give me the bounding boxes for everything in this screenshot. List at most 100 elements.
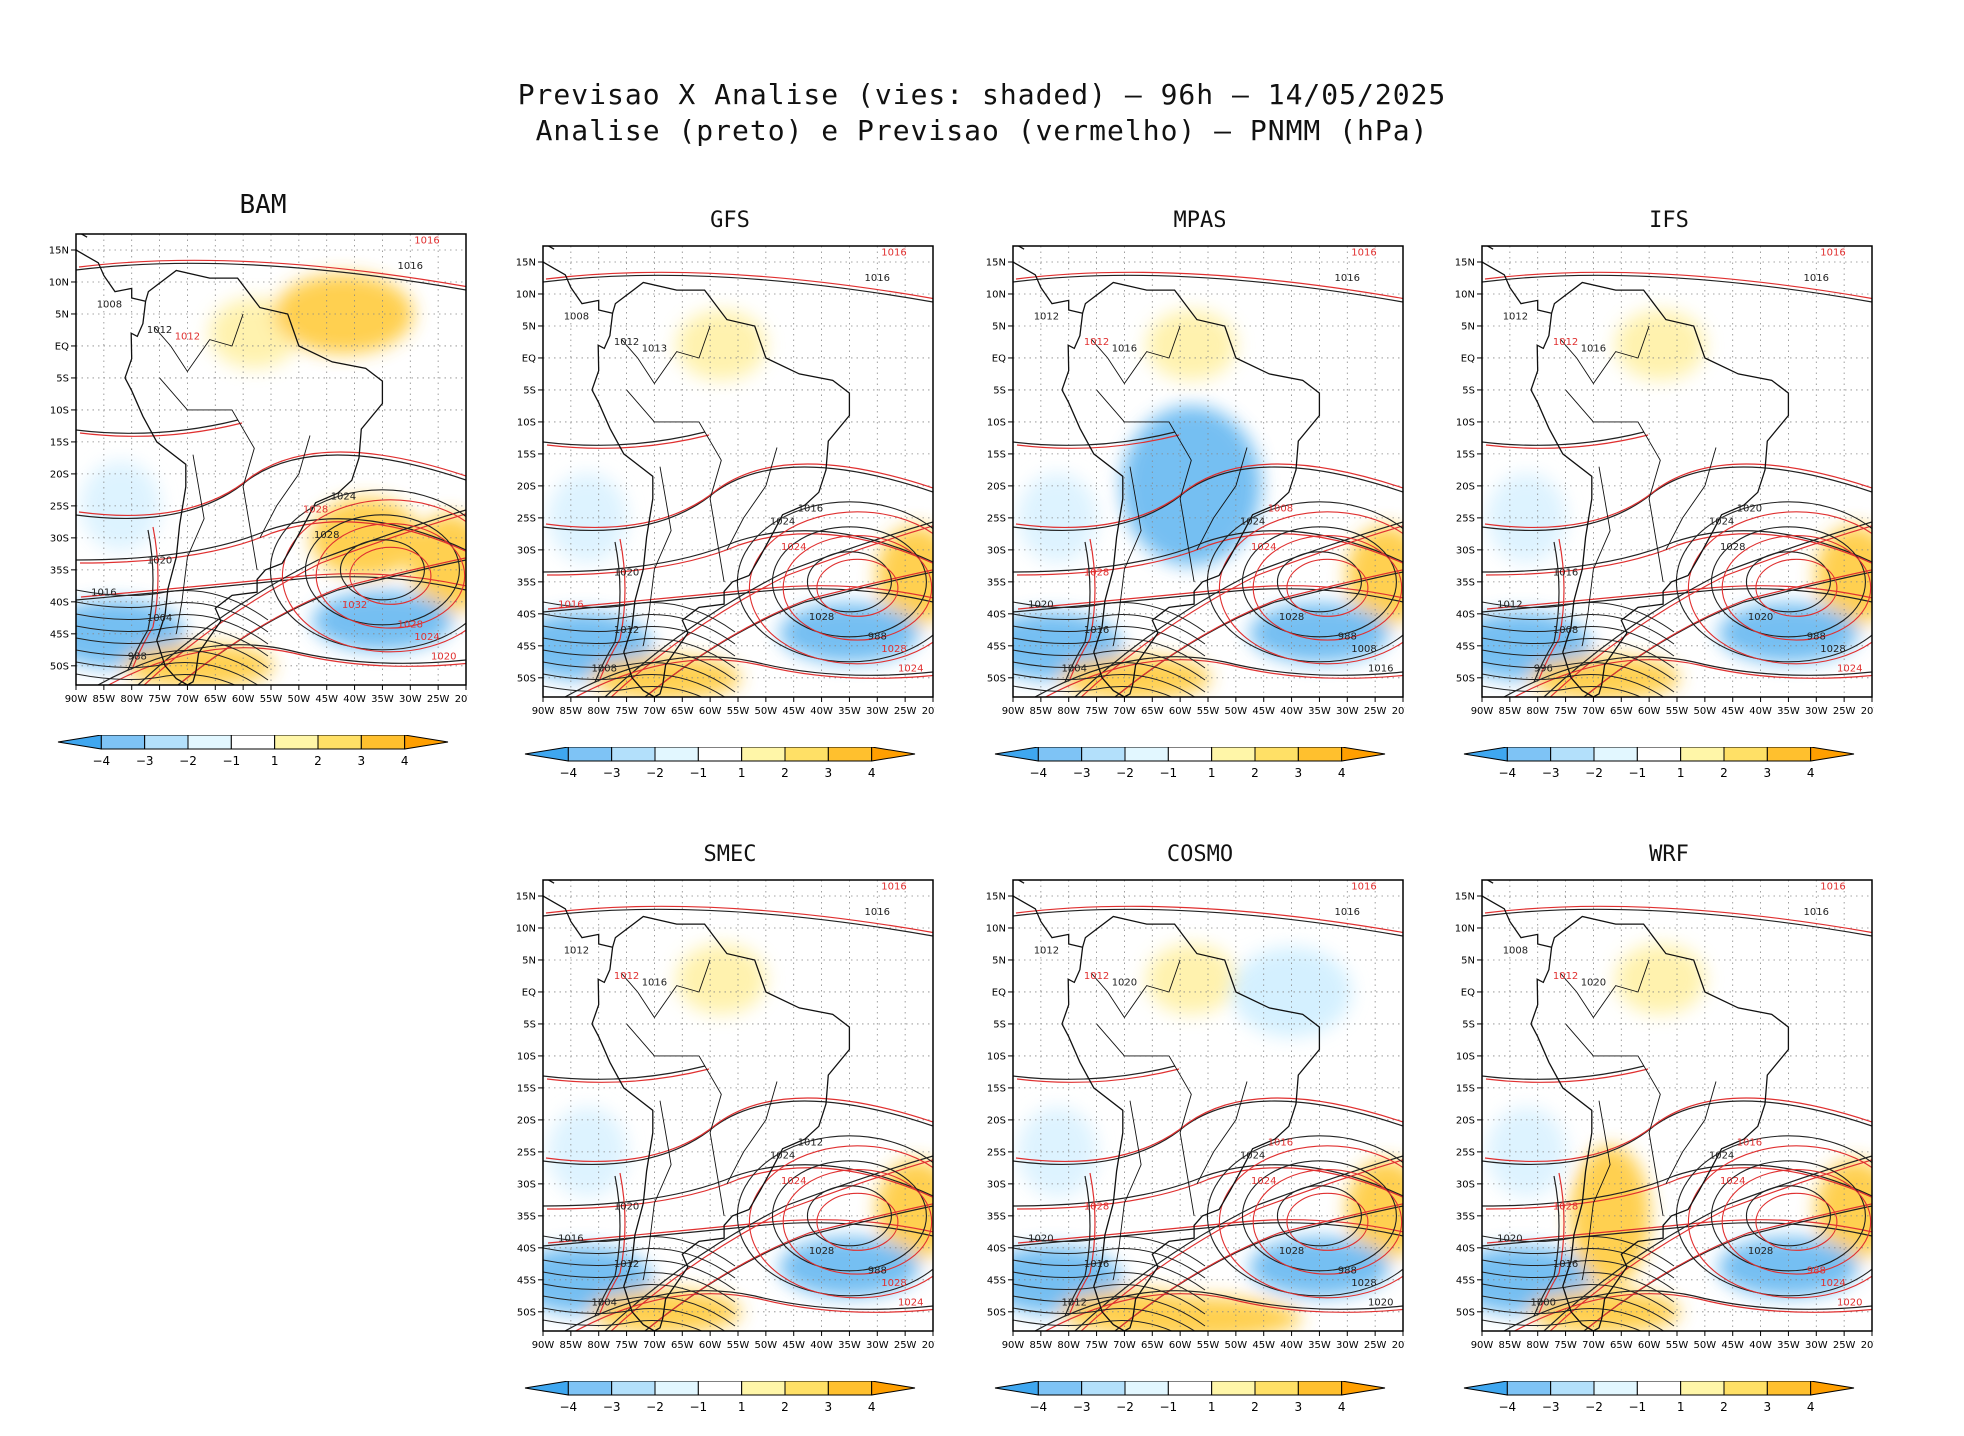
analysis-isobar (604, 1155, 933, 1331)
lat-label: 35S (1456, 577, 1475, 588)
forecast-isobar (1513, 1293, 1872, 1331)
colorbar-swatch (1211, 747, 1256, 762)
state-border (1665, 447, 1717, 551)
forecast-isobar (1486, 1219, 1872, 1244)
colorbar-swatch (741, 747, 786, 762)
colorbar-label: 2 (1720, 1400, 1728, 1414)
analysis-isobar (1503, 656, 1872, 697)
country-border (1090, 325, 1181, 385)
lon-label: 80W (1057, 1340, 1080, 1351)
lon-label: 90W (1471, 706, 1494, 717)
lon-label: 65W (671, 706, 694, 717)
forecast-isobar (1069, 1172, 1096, 1314)
lon-label: 85W (1499, 1340, 1522, 1351)
graticule (1482, 246, 1872, 697)
lat-label: 50S (1456, 1307, 1475, 1318)
colorbar-swatch (1636, 1381, 1682, 1396)
colorbar-label: −3 (136, 754, 154, 768)
colorbar-swatch (1593, 1381, 1638, 1396)
forecast-isobar (610, 1159, 933, 1331)
lat-label: 15S (1456, 449, 1475, 460)
isobar-label: 1012 (614, 625, 639, 636)
panel-smec: SMEC 1016 1016 1012 1012 1016 1012 1024 1024 1028… (495, 836, 965, 1421)
analysis-high-contour (304, 514, 460, 626)
isobar-label: 1028 (809, 612, 834, 623)
forecast-high-contour (1755, 558, 1838, 617)
isobar-label: 1028 (1279, 612, 1304, 623)
isobar-label: 1020 (1112, 978, 1137, 989)
lon-label: 45W (782, 706, 805, 717)
lat-label: 50S (50, 661, 69, 672)
lon-label: 55W (727, 1340, 750, 1351)
lon-label: 75W (148, 694, 171, 705)
analysis-isobar (1482, 673, 1665, 697)
colorbar-swatch (1810, 747, 1855, 762)
forecast-isobar (143, 513, 466, 685)
analysis-isobar (76, 673, 236, 685)
bias-region (1146, 310, 1237, 381)
lon-label: 80W (587, 1340, 610, 1351)
analysis-isobar (543, 431, 706, 446)
isobar-label: 1012 (614, 337, 639, 348)
coastlines (543, 880, 851, 1331)
bias-region (1231, 946, 1352, 1037)
lat-label: 10S (517, 417, 536, 428)
lon-label: 80W (1526, 1340, 1549, 1351)
map-area: 1016101610121012101610081024102410281028… (1013, 246, 1403, 697)
colorbar-swatch (1081, 1381, 1126, 1396)
isobar-label: 1024 (898, 663, 923, 674)
isobar-labels: 1016101610121012101610121024102410281020… (558, 882, 923, 1309)
colorbar-swatch (1037, 747, 1083, 762)
lat-label: 10N (516, 923, 536, 934)
analysis-isobar (543, 1283, 736, 1315)
lon-label: 90W (1471, 1340, 1494, 1351)
colorbar-swatch (1463, 1381, 1508, 1396)
analysis-isobar (1482, 1283, 1675, 1315)
latitude-labels: 15N 10N 5N EQ 5S 10S 15S 20S 25S 30S 35S 40S 45S 50S (49, 245, 76, 672)
colorbar-swatch (654, 747, 699, 762)
lon-label: 25W (894, 706, 917, 717)
south-america-coast (1061, 915, 1321, 1331)
isobar-label: 1000 (1531, 1297, 1556, 1308)
lat-label: 25S (50, 501, 69, 512)
lon-label: 70W (643, 1340, 666, 1351)
analysis-isobar (543, 685, 703, 697)
isobar-label: 1016 (881, 248, 906, 259)
colorbar-swatch (1297, 747, 1343, 762)
coastlines (1482, 246, 1790, 697)
analysis-isobar (1013, 1319, 1173, 1331)
state-border (1196, 447, 1248, 551)
analysis-high-contour (1241, 526, 1397, 638)
lon-label: 85W (1499, 706, 1522, 717)
colorbar-swatch (524, 747, 569, 762)
lon-label: 35W (371, 694, 394, 705)
isobar-label: 1008 (564, 312, 589, 323)
analysis-isobar (1482, 1065, 1645, 1080)
colorbar-swatch (1550, 1381, 1595, 1396)
colorbar-label: 3 (1295, 1400, 1303, 1414)
isobar-label: 1020 (1737, 503, 1762, 514)
lon-label: 90W (65, 694, 88, 705)
lon-label: 35W (838, 706, 861, 717)
forecast-high-contour (816, 1192, 899, 1251)
lon-label: 55W (1666, 1340, 1689, 1351)
lon-label: 65W (1141, 706, 1164, 717)
colorbar-swatch (784, 747, 829, 762)
isobar-label: 988 (1338, 631, 1357, 642)
isobar-label: 1028 (314, 530, 339, 541)
lon-label: 75W (1554, 1340, 1577, 1351)
forecast-isobar (78, 259, 466, 288)
colorbar-label: −1 (222, 754, 240, 768)
bias-map: 1016101610081012101310161024102410281020… (516, 245, 935, 717)
map-area: 1016101610081012101310161024102410281020… (543, 246, 933, 697)
latitude-labels: 15N 10N 5N EQ 5S 10S 15S 20S 25S 30S 35S 40S 45S 50S (986, 891, 1013, 1318)
lon-label: 45W (1252, 1340, 1275, 1351)
forecast-isobar (78, 451, 466, 517)
lon-label: 40W (343, 694, 366, 705)
analysis-isobar (1013, 530, 1403, 573)
colorbar-label: −2 (179, 754, 197, 768)
lat-label: 5N (55, 309, 69, 320)
lon-label: 85W (560, 1340, 583, 1351)
longitude-labels: 90W 85W 80W 75W 70W 65W 60W 55W 50W 45W 40W 35W 30W 2… (1002, 1331, 1405, 1351)
analysis-isobar (1013, 1307, 1196, 1331)
